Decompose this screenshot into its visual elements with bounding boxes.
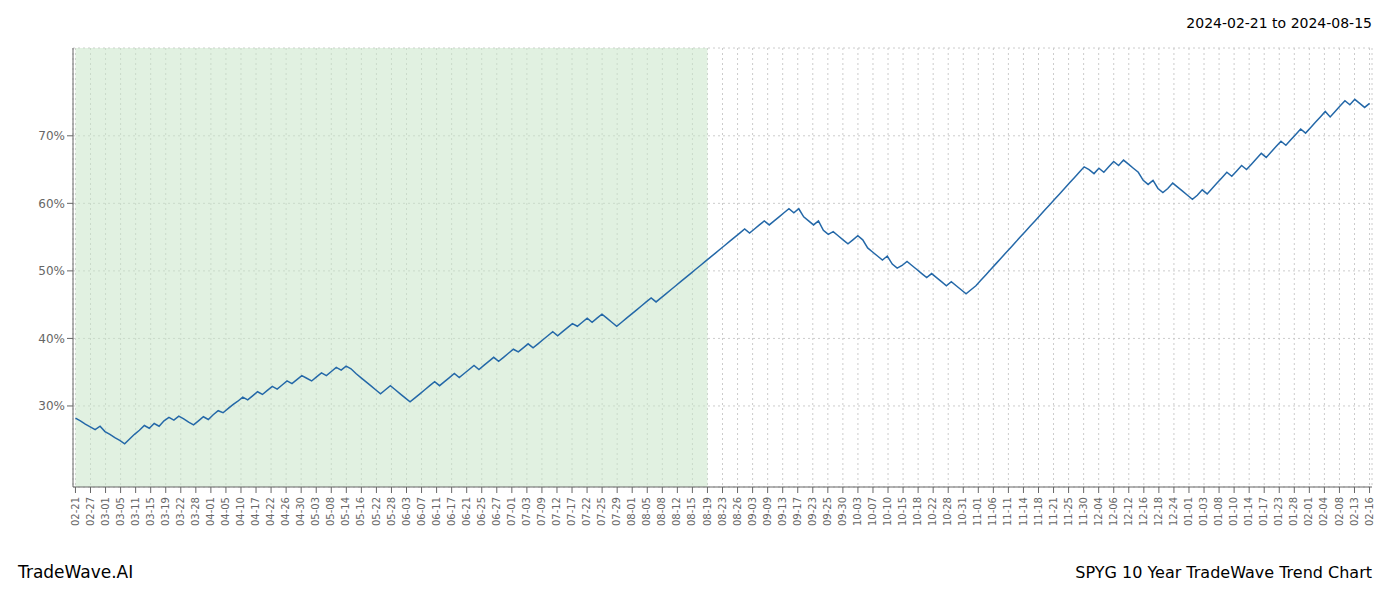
svg-text:05-08: 05-08 bbox=[325, 497, 336, 526]
svg-text:01-01: 01-01 bbox=[1183, 497, 1194, 526]
svg-text:11-06: 11-06 bbox=[987, 497, 998, 526]
svg-text:04-01: 04-01 bbox=[205, 497, 216, 526]
svg-text:06-03: 06-03 bbox=[401, 497, 412, 526]
svg-text:08-08: 08-08 bbox=[656, 497, 667, 526]
svg-text:03-05: 03-05 bbox=[115, 497, 126, 526]
svg-text:03-22: 03-22 bbox=[175, 497, 186, 526]
svg-text:12-18: 12-18 bbox=[1153, 497, 1164, 526]
svg-text:07-12: 07-12 bbox=[551, 497, 562, 526]
svg-text:03-28: 03-28 bbox=[190, 497, 201, 526]
svg-text:08-19: 08-19 bbox=[702, 497, 713, 526]
svg-text:11-30: 11-30 bbox=[1078, 497, 1089, 526]
svg-text:11-14: 11-14 bbox=[1018, 497, 1029, 526]
svg-text:07-22: 07-22 bbox=[581, 497, 592, 526]
svg-text:01-17: 01-17 bbox=[1258, 497, 1269, 526]
svg-text:08-15: 08-15 bbox=[687, 497, 698, 526]
svg-text:02-13: 02-13 bbox=[1349, 497, 1360, 526]
svg-text:01-14: 01-14 bbox=[1243, 497, 1254, 526]
svg-text:09-13: 09-13 bbox=[777, 497, 788, 526]
svg-text:05-14: 05-14 bbox=[340, 497, 351, 526]
svg-text:12-06: 12-06 bbox=[1108, 497, 1119, 526]
svg-text:10-07: 10-07 bbox=[867, 497, 878, 526]
svg-text:11-11: 11-11 bbox=[1003, 497, 1014, 526]
svg-text:06-21: 06-21 bbox=[461, 497, 472, 526]
svg-text:10-22: 10-22 bbox=[927, 497, 938, 526]
svg-text:03-15: 03-15 bbox=[145, 497, 156, 526]
svg-text:02-16: 02-16 bbox=[1364, 497, 1375, 526]
svg-text:06-07: 06-07 bbox=[416, 497, 427, 526]
svg-text:01-23: 01-23 bbox=[1273, 497, 1284, 526]
svg-text:60%: 60% bbox=[38, 197, 65, 211]
svg-text:09-30: 09-30 bbox=[837, 497, 848, 526]
svg-text:07-09: 07-09 bbox=[536, 497, 547, 526]
svg-text:10-10: 10-10 bbox=[882, 497, 893, 526]
svg-text:07-17: 07-17 bbox=[566, 497, 577, 526]
svg-text:10-31: 10-31 bbox=[957, 497, 968, 526]
svg-text:05-03: 05-03 bbox=[310, 497, 321, 526]
svg-text:06-25: 06-25 bbox=[476, 497, 487, 526]
svg-text:03-19: 03-19 bbox=[160, 497, 171, 526]
svg-text:07-29: 07-29 bbox=[611, 497, 622, 526]
svg-text:08-26: 08-26 bbox=[732, 497, 743, 526]
svg-text:09-09: 09-09 bbox=[762, 497, 773, 526]
svg-text:05-28: 05-28 bbox=[386, 497, 397, 526]
svg-text:04-10: 04-10 bbox=[235, 497, 246, 526]
svg-text:10-15: 10-15 bbox=[897, 497, 908, 526]
svg-text:01-28: 01-28 bbox=[1288, 497, 1299, 526]
svg-text:02-27: 02-27 bbox=[85, 497, 96, 526]
svg-text:10-03: 10-03 bbox=[852, 497, 863, 526]
svg-text:09-23: 09-23 bbox=[807, 497, 818, 526]
svg-text:08-01: 08-01 bbox=[626, 497, 637, 526]
html-text:SPYG 10 Year TradeWave Trend C: SPYG 10 Year TradeWave Trend Chart bbox=[1075, 562, 1372, 582]
svg-text:12-12: 12-12 bbox=[1123, 497, 1134, 526]
svg-text:04-22: 04-22 bbox=[265, 497, 276, 526]
svg-text:03-01: 03-01 bbox=[100, 497, 111, 526]
svg-text:06-27: 06-27 bbox=[491, 497, 502, 526]
svg-text:05-22: 05-22 bbox=[371, 497, 382, 526]
svg-text:08-23: 08-23 bbox=[717, 497, 728, 526]
svg-text:02-08: 02-08 bbox=[1334, 497, 1345, 526]
svg-text:11-25: 11-25 bbox=[1063, 497, 1074, 526]
svg-text:11-01: 11-01 bbox=[972, 497, 983, 526]
svg-text:02-04: 02-04 bbox=[1318, 497, 1329, 526]
svg-text:11-21: 11-21 bbox=[1048, 497, 1059, 526]
html-text:2024-02-21 to 2024-08-15: 2024-02-21 to 2024-08-15 bbox=[1186, 15, 1372, 31]
svg-text:04-17: 04-17 bbox=[250, 497, 261, 526]
svg-text:50%: 50% bbox=[38, 264, 65, 278]
svg-text:06-11: 06-11 bbox=[431, 497, 442, 526]
svg-text:03-11: 03-11 bbox=[130, 497, 141, 526]
svg-text:06-17: 06-17 bbox=[446, 497, 457, 526]
svg-text:04-05: 04-05 bbox=[220, 497, 231, 526]
svg-text:09-25: 09-25 bbox=[822, 497, 833, 526]
svg-text:01-10: 01-10 bbox=[1228, 497, 1239, 526]
svg-text:30%: 30% bbox=[38, 399, 65, 413]
svg-text:11-18: 11-18 bbox=[1033, 497, 1044, 526]
svg-text:05-16: 05-16 bbox=[355, 497, 366, 526]
svg-text:09-17: 09-17 bbox=[792, 497, 803, 526]
svg-text:02-21: 02-21 bbox=[70, 497, 81, 526]
svg-text:12-04: 12-04 bbox=[1093, 497, 1104, 526]
svg-text:02-01: 02-01 bbox=[1303, 497, 1314, 526]
svg-text:04-30: 04-30 bbox=[295, 497, 306, 526]
svg-text:12-24: 12-24 bbox=[1168, 497, 1179, 526]
svg-text:01-03: 01-03 bbox=[1198, 497, 1209, 526]
svg-text:12-16: 12-16 bbox=[1138, 497, 1149, 526]
svg-text:08-12: 08-12 bbox=[671, 497, 682, 526]
svg-text:10-18: 10-18 bbox=[912, 497, 923, 526]
svg-text:04-26: 04-26 bbox=[280, 497, 291, 526]
svg-text:07-03: 07-03 bbox=[521, 497, 532, 526]
svg-text:07-25: 07-25 bbox=[596, 497, 607, 526]
svg-text:70%: 70% bbox=[38, 129, 65, 143]
svg-text:09-03: 09-03 bbox=[747, 497, 758, 526]
svg-text:08-05: 08-05 bbox=[641, 497, 652, 526]
svg-text:07-01: 07-01 bbox=[506, 497, 517, 526]
svg-text:10-28: 10-28 bbox=[942, 497, 953, 526]
html-text:TradeWave.AI: TradeWave.AI bbox=[18, 562, 134, 582]
svg-text:01-08: 01-08 bbox=[1213, 497, 1224, 526]
svg-text:40%: 40% bbox=[38, 332, 65, 346]
